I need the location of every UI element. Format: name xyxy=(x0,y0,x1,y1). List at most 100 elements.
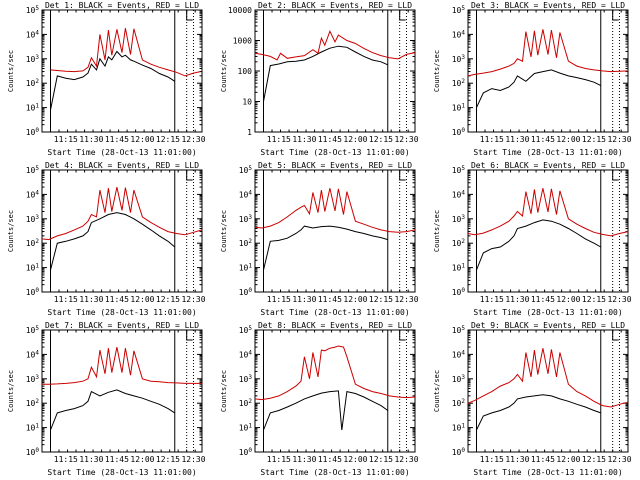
y-tick-label: 105 xyxy=(452,165,466,175)
y-tick-label: 104 xyxy=(452,349,466,359)
y-tick-label: 101 xyxy=(26,263,40,273)
y-tick-label: 103 xyxy=(452,374,466,384)
y-tick-label: 105 xyxy=(26,5,40,15)
interval-flag xyxy=(612,330,619,341)
y-tick-label: 100 xyxy=(239,287,253,297)
x-tick-label: 12:00 xyxy=(556,455,580,464)
y-tick-label: 103 xyxy=(452,214,466,224)
interval-flag xyxy=(186,330,193,341)
y-tick-label: 103 xyxy=(26,214,40,224)
x-axis-label: Start Time (28-Oct-13 11:01:00) xyxy=(260,308,409,317)
events-series-line xyxy=(263,225,388,271)
lld-series-line xyxy=(41,186,203,241)
y-tick-label: 103 xyxy=(239,374,253,384)
y-axis-label: Counts/sec xyxy=(7,210,15,252)
interval-flag xyxy=(399,330,406,341)
x-tick-label: 12:00 xyxy=(130,135,154,144)
y-tick-label: 102 xyxy=(452,78,466,88)
y-tick-label: 104 xyxy=(26,29,40,39)
y-tick-label: 101 xyxy=(452,423,466,433)
interval-flag xyxy=(186,10,193,21)
y-tick-label: 104 xyxy=(26,349,40,359)
x-axis-label: Start Time (28-Oct-13 11:01:00) xyxy=(47,148,196,157)
x-tick-label: 11:45 xyxy=(105,455,129,464)
plot-frame xyxy=(254,329,416,453)
y-tick-label: 103 xyxy=(26,54,40,64)
lld-series-line xyxy=(467,348,629,408)
y-tick-label: 103 xyxy=(239,214,253,224)
events-series-line xyxy=(50,50,176,111)
x-tick-label: 11:45 xyxy=(105,135,129,144)
x-tick-label: 11:30 xyxy=(79,455,103,464)
y-tick-label: 102 xyxy=(239,398,253,408)
y-tick-label: 100 xyxy=(238,67,253,76)
y-axis-label: Counts/sec xyxy=(433,210,441,252)
y-tick-label: 104 xyxy=(239,189,253,199)
plot-frame xyxy=(254,9,416,133)
y-tick-label: 101 xyxy=(452,103,466,113)
y-tick-label: 102 xyxy=(452,238,466,248)
x-tick-label: 11:45 xyxy=(105,295,129,304)
y-tick-label: 105 xyxy=(452,5,466,15)
x-tick-label: 12:30 xyxy=(181,295,205,304)
x-tick-label: 12:15 xyxy=(156,295,180,304)
x-tick-label: 12:00 xyxy=(130,455,154,464)
x-tick-label: 11:45 xyxy=(318,455,342,464)
x-tick-label: 12:15 xyxy=(369,295,393,304)
x-axis-label: Start Time (28-Oct-13 11:01:00) xyxy=(473,308,622,317)
chart-title: Det 2: BLACK = Events, RED = LLD xyxy=(258,1,412,10)
x-axis-label: Start Time (28-Oct-13 11:01:00) xyxy=(260,468,409,477)
x-tick-label: 12:15 xyxy=(582,295,606,304)
y-axis-label: Counts/sec xyxy=(7,50,15,92)
x-tick-label: 11:30 xyxy=(505,135,529,144)
y-tick-label: 100 xyxy=(452,127,466,137)
lld-series-line xyxy=(50,28,201,77)
chart-title: Det 3: BLACK = Events, RED = LLD xyxy=(471,1,625,10)
y-tick-label: 104 xyxy=(239,349,253,359)
y-tick-label: 101 xyxy=(26,423,40,433)
x-axis-label: Start Time (28-Oct-13 11:01:00) xyxy=(473,468,622,477)
x-tick-label: 12:30 xyxy=(394,455,418,464)
lld-series-line xyxy=(467,29,629,77)
y-tick-label: 105 xyxy=(239,325,253,335)
x-tick-label: 11:30 xyxy=(79,135,103,144)
plot-frame xyxy=(254,169,416,293)
chart-title: Det 8: BLACK = Events, RED = LLD xyxy=(258,321,412,330)
x-tick-label: 12:30 xyxy=(394,135,418,144)
x-tick-label: 12:30 xyxy=(607,455,631,464)
x-tick-label: 11:30 xyxy=(292,135,316,144)
y-tick-label: 101 xyxy=(239,263,253,273)
x-tick-label: 11:15 xyxy=(480,455,504,464)
interval-flag xyxy=(612,10,619,21)
y-tick-label: 104 xyxy=(452,189,466,199)
y-tick-label: 101 xyxy=(26,103,40,113)
y-tick-label: 100 xyxy=(26,127,40,137)
x-tick-label: 11:30 xyxy=(292,455,316,464)
chart-title: Det 4: BLACK = Events, RED = LLD xyxy=(45,161,199,170)
x-axis-label: Start Time (28-Oct-13 11:01:00) xyxy=(47,308,196,317)
events-series-line xyxy=(263,45,389,102)
lld-series-line xyxy=(254,345,416,401)
x-tick-label: 12:00 xyxy=(343,135,367,144)
events-series-line xyxy=(476,69,602,108)
lld-series-line xyxy=(254,188,416,233)
y-tick-label: 103 xyxy=(26,374,40,384)
plot-frame xyxy=(467,169,629,293)
y-tick-label: 100 xyxy=(26,447,40,457)
lld-series-line xyxy=(467,188,629,237)
x-tick-label: 11:30 xyxy=(505,455,529,464)
interval-flag xyxy=(399,170,406,181)
plot-frame xyxy=(467,329,629,453)
y-tick-label: 1000 xyxy=(233,37,252,46)
lld-series-line xyxy=(42,347,202,385)
chart-panel: 1 10 100 1000 10000 11:15 11:30 11:45 12:00 12:15… xyxy=(220,1,419,157)
events-series-line xyxy=(476,219,602,271)
x-tick-label: 12:30 xyxy=(181,455,205,464)
y-axis-label: Counts/sec xyxy=(220,370,228,412)
chart-title: Det 1: BLACK = Events, RED = LLD xyxy=(45,1,199,10)
